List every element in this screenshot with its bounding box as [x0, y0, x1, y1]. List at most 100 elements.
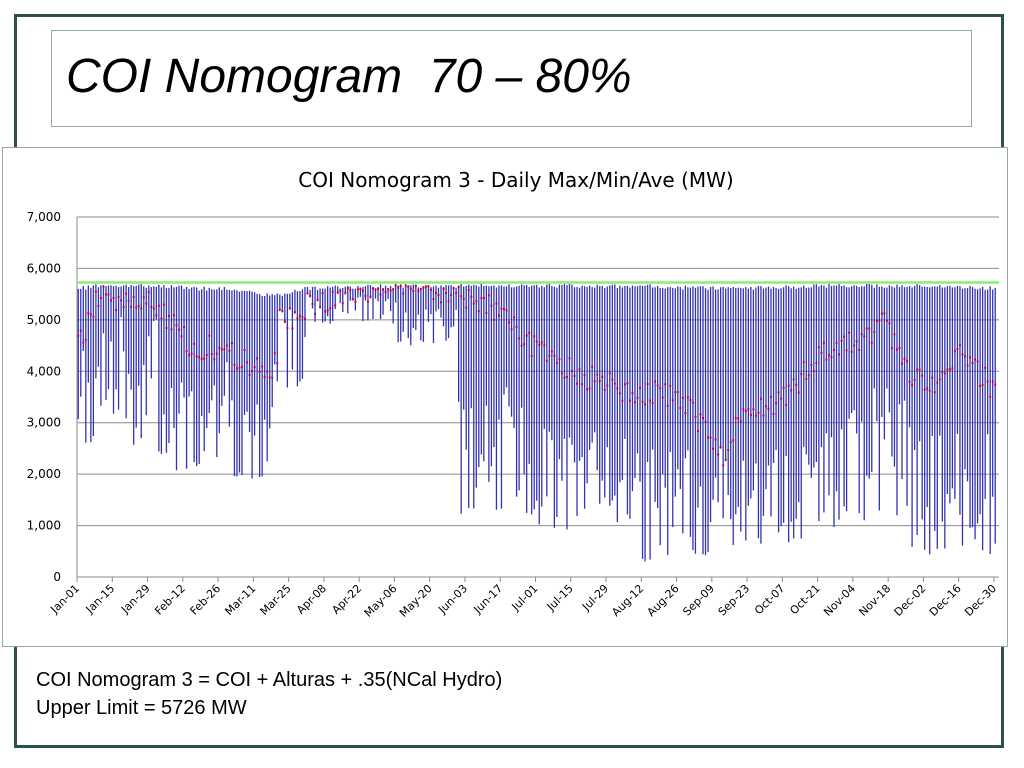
average-point — [984, 366, 987, 369]
average-point — [460, 295, 463, 298]
average-point — [462, 297, 465, 300]
average-point — [293, 311, 296, 314]
average-point — [233, 363, 236, 366]
average-point — [815, 362, 818, 365]
average-point — [311, 303, 314, 306]
average-point — [785, 403, 788, 406]
average-point — [558, 358, 561, 361]
average-point — [283, 320, 286, 323]
average-point — [533, 335, 536, 338]
average-point — [681, 396, 684, 399]
average-point — [97, 305, 100, 308]
average-point — [412, 289, 415, 292]
average-point — [963, 355, 966, 358]
average-point — [253, 366, 256, 369]
average-point — [172, 314, 175, 317]
average-point — [147, 291, 150, 294]
average-point — [601, 375, 604, 378]
average-point — [961, 353, 964, 356]
average-point — [208, 334, 211, 337]
average-point — [598, 380, 601, 383]
x-tick-label: Jul-29 — [579, 582, 611, 614]
average-point — [576, 382, 579, 385]
average-point — [986, 380, 989, 383]
average-point — [361, 289, 364, 292]
x-tick-label: Mar-25 — [258, 582, 294, 618]
average-point — [487, 294, 490, 297]
average-point — [941, 371, 944, 374]
average-point — [87, 312, 90, 315]
average-point — [188, 354, 191, 357]
average-point — [198, 356, 201, 359]
average-point — [490, 304, 493, 307]
average-point — [596, 373, 599, 376]
average-point — [291, 327, 294, 330]
x-tick-label: Sep-23 — [716, 582, 753, 619]
average-point — [724, 458, 727, 461]
average-point — [664, 383, 667, 386]
average-point — [762, 414, 765, 417]
average-point — [475, 300, 478, 303]
average-point — [560, 372, 563, 375]
average-point — [628, 399, 631, 402]
average-point — [737, 417, 740, 420]
average-point — [384, 291, 387, 294]
average-point — [901, 362, 904, 365]
x-tick-label: Dec-16 — [927, 582, 964, 619]
average-point — [447, 300, 450, 303]
average-point — [354, 300, 357, 303]
average-point — [397, 286, 400, 289]
average-point — [371, 287, 374, 290]
average-point — [178, 328, 181, 331]
average-point — [351, 298, 354, 301]
average-point — [780, 397, 783, 400]
average-point — [190, 352, 193, 355]
average-point — [875, 319, 878, 322]
average-point — [258, 370, 261, 373]
average-point — [739, 420, 742, 423]
average-point — [349, 289, 352, 292]
average-point — [553, 354, 556, 357]
average-point — [185, 350, 188, 353]
average-point — [389, 289, 392, 292]
average-point — [860, 333, 863, 336]
average-point — [419, 288, 422, 291]
average-point — [115, 309, 118, 312]
average-point — [770, 395, 773, 398]
average-point — [722, 464, 725, 467]
y-tick-label: 1,000 — [27, 519, 61, 533]
average-point — [825, 358, 828, 361]
average-point — [951, 367, 954, 370]
average-point — [928, 389, 931, 392]
average-point — [719, 446, 722, 449]
average-point — [981, 384, 984, 387]
average-point — [241, 365, 244, 368]
x-tick-label: Mar-11 — [222, 582, 258, 618]
average-point — [314, 312, 317, 315]
average-point — [749, 414, 752, 417]
average-point — [543, 344, 546, 347]
average-point — [565, 376, 568, 379]
average-point — [895, 348, 898, 351]
average-point — [505, 309, 508, 312]
average-point — [359, 288, 362, 291]
x-tick-label: Apr-08 — [294, 582, 329, 617]
average-point — [918, 368, 921, 371]
average-point — [364, 294, 367, 297]
average-point — [286, 327, 289, 330]
average-point — [805, 378, 808, 381]
average-point — [374, 288, 377, 291]
average-point — [636, 396, 639, 399]
y-tick-label: 4,000 — [27, 364, 61, 378]
average-point — [870, 341, 873, 344]
y-tick-label: 3,000 — [27, 416, 61, 430]
average-point — [686, 396, 689, 399]
average-point — [676, 391, 679, 394]
average-point — [822, 341, 825, 344]
average-point — [674, 391, 677, 394]
x-tick-label: Jun-03 — [435, 582, 470, 617]
average-point — [492, 318, 495, 321]
average-point — [482, 296, 485, 299]
average-point — [571, 369, 574, 372]
average-point — [278, 308, 281, 311]
